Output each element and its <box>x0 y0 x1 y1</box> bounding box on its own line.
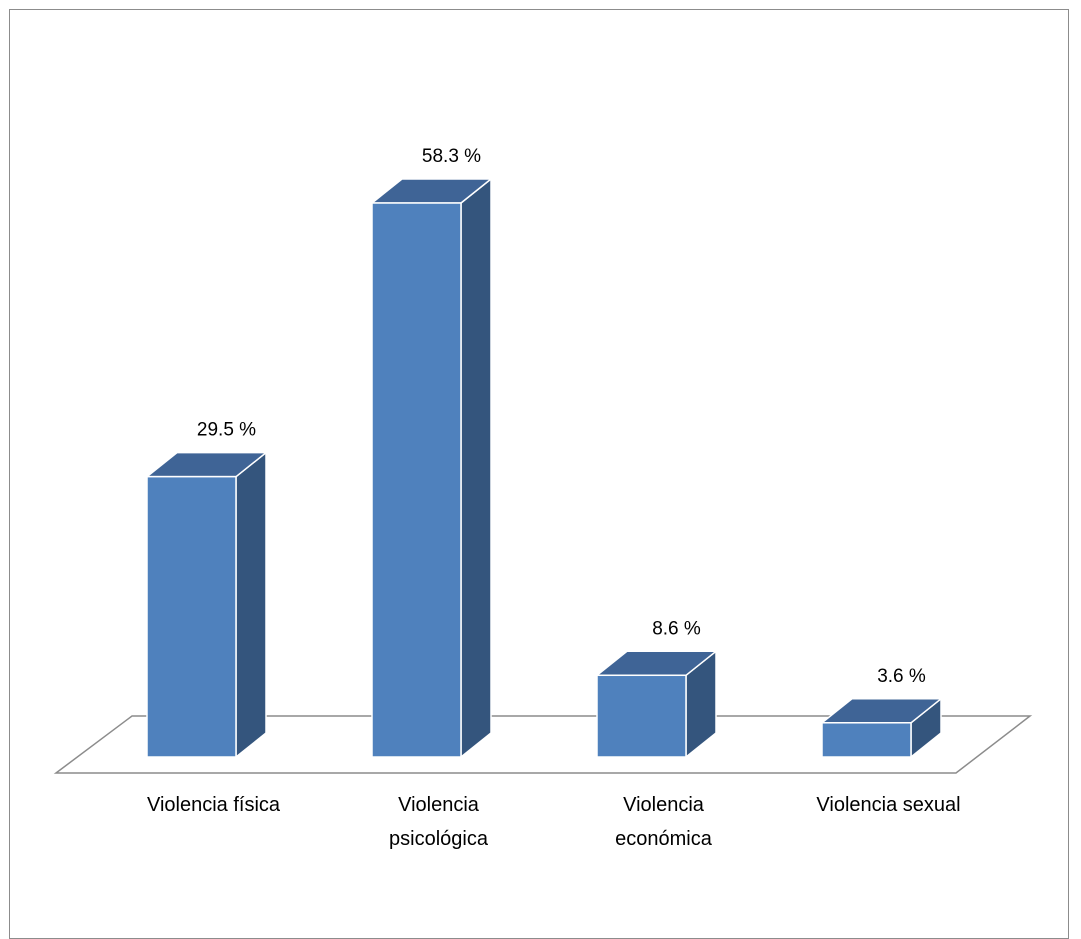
bar-3 <box>594 649 719 759</box>
bar-2 <box>369 177 494 759</box>
category-label: Violencia psicológica <box>389 794 489 850</box>
category-label: Violencia económica <box>615 794 713 850</box>
bar-side-face <box>235 451 267 759</box>
category-label: Violencia física <box>147 794 281 816</box>
bar-front-face <box>821 722 912 758</box>
category-label: Violencia sexual <box>816 794 960 816</box>
bar-front-face <box>146 475 237 758</box>
data-label: 3.6 % <box>877 666 926 687</box>
bar-front-face <box>596 674 687 758</box>
data-label: 8.6 % <box>652 618 701 639</box>
bar-side-face <box>460 177 492 759</box>
bar-1 <box>144 451 269 759</box>
data-label: 29.5 % <box>197 420 256 441</box>
chart-floor <box>53 715 1033 774</box>
bar-front-face <box>371 202 462 758</box>
bar-4 <box>819 697 944 759</box>
data-label: 58.3 % <box>422 146 481 167</box>
